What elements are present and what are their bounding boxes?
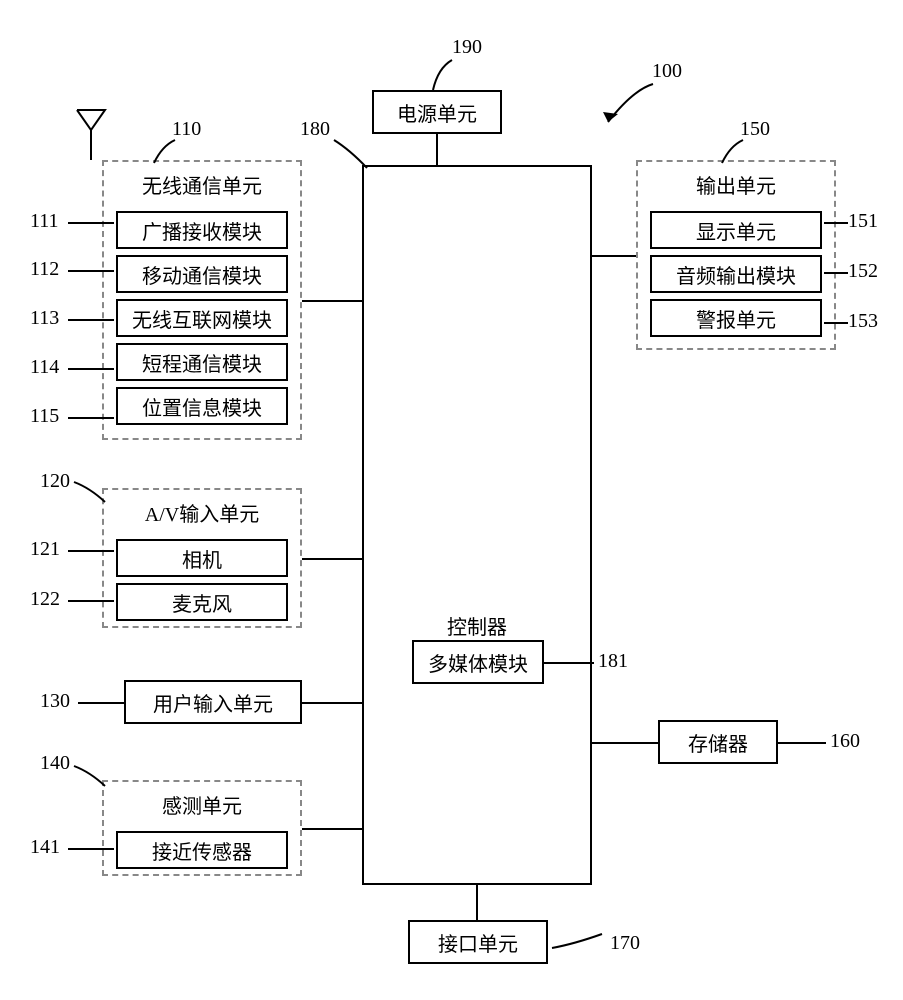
leader-122	[68, 600, 114, 602]
leader-115	[68, 417, 114, 419]
antenna-icon	[75, 108, 107, 160]
ref-160: 160	[830, 730, 860, 753]
output-unit-box: 输出单元 显示单元 音频输出模块 警报单元	[636, 160, 836, 350]
interface-label: 接口单元	[438, 928, 518, 957]
sensing-unit-title: 感测单元	[104, 782, 300, 825]
leader-190	[430, 58, 460, 92]
conn-userinput-controller	[302, 702, 362, 704]
ref-130: 130	[40, 690, 70, 713]
wireless-unit-title: 无线通信单元	[104, 162, 300, 205]
diagram-canvas: 电源单元 190 100 控制器 多媒体模块 180 181 无线通信单元 广播…	[0, 0, 903, 1000]
ref-180: 180	[300, 118, 330, 141]
leader-121	[68, 550, 114, 552]
leader-153	[824, 322, 848, 324]
broadcast-label: 广播接收模块	[142, 216, 262, 245]
leader-130	[78, 702, 124, 704]
leader-120	[72, 480, 108, 506]
alarm-label: 警报单元	[696, 304, 776, 333]
user-input-label: 用户输入单元	[153, 688, 273, 717]
wireless-net-box: 无线互联网模块	[116, 299, 288, 337]
leader-151	[824, 222, 848, 224]
conn-interface-controller	[476, 885, 478, 920]
multimedia-label: 多媒体模块	[428, 648, 528, 677]
ref-120: 120	[40, 470, 70, 493]
av-input-box: A/V输入单元 相机 麦克风	[102, 488, 302, 628]
leader-141	[68, 848, 114, 850]
ref-115: 115	[30, 405, 59, 428]
leader-152	[824, 272, 848, 274]
memory-label: 存储器	[688, 728, 748, 757]
controller-label: 控制器	[447, 611, 507, 640]
short-range-label: 短程通信模块	[142, 348, 262, 377]
av-input-title: A/V输入单元	[104, 490, 300, 533]
wireless-net-label: 无线互联网模块	[132, 304, 272, 333]
ref-153: 153	[848, 310, 878, 333]
location-label: 位置信息模块	[142, 392, 262, 421]
broadcast-box: 广播接收模块	[116, 211, 288, 249]
leader-110	[150, 138, 180, 166]
mic-box: 麦克风	[116, 583, 288, 621]
ref-113: 113	[30, 307, 59, 330]
ref-100: 100	[652, 60, 682, 83]
audio-out-label: 音频输出模块	[676, 260, 796, 289]
proximity-label: 接近传感器	[152, 836, 252, 865]
leader-114	[68, 368, 114, 370]
short-range-box: 短程通信模块	[116, 343, 288, 381]
ref-112: 112	[30, 258, 59, 281]
power-unit-label: 电源单元	[397, 98, 477, 127]
ref-141: 141	[30, 836, 60, 859]
ref-114: 114	[30, 356, 59, 379]
mobile-comm-label: 移动通信模块	[142, 260, 262, 289]
leader-140	[72, 764, 108, 790]
leader-113	[68, 319, 114, 321]
sensing-unit-box: 感测单元 接近传感器	[102, 780, 302, 876]
alarm-box: 警报单元	[650, 299, 822, 337]
memory-box: 存储器	[658, 720, 778, 764]
ref-140: 140	[40, 752, 70, 775]
leader-181-line	[544, 662, 594, 664]
arrow-100	[598, 82, 658, 132]
conn-av-controller	[302, 558, 362, 560]
audio-out-box: 音频输出模块	[650, 255, 822, 293]
ref-111: 111	[30, 210, 59, 233]
display-box: 显示单元	[650, 211, 822, 249]
interface-box: 接口单元	[408, 920, 548, 964]
leader-170	[550, 930, 606, 954]
proximity-box: 接近传感器	[116, 831, 288, 869]
multimedia-box: 多媒体模块	[412, 640, 544, 684]
leader-160	[778, 742, 826, 744]
ref-152: 152	[848, 260, 878, 283]
camera-box: 相机	[116, 539, 288, 577]
display-label: 显示单元	[696, 216, 776, 245]
location-box: 位置信息模块	[116, 387, 288, 425]
ref-151: 151	[848, 210, 878, 233]
output-unit-title: 输出单元	[638, 162, 834, 205]
conn-sensing-controller	[302, 828, 362, 830]
ref-181: 181	[598, 650, 628, 673]
leader-111	[68, 222, 114, 224]
power-unit-box: 电源单元	[372, 90, 502, 134]
leader-112	[68, 270, 114, 272]
ref-170: 170	[610, 932, 640, 955]
camera-label: 相机	[182, 544, 222, 573]
mic-label: 麦克风	[172, 588, 232, 617]
leader-180	[332, 138, 372, 174]
controller-box: 控制器	[362, 165, 592, 885]
ref-190: 190	[452, 36, 482, 59]
ref-122: 122	[30, 588, 60, 611]
conn-memory-controller	[592, 742, 658, 744]
ref-121: 121	[30, 538, 60, 561]
conn-wireless-controller	[302, 300, 362, 302]
leader-150	[718, 138, 748, 166]
user-input-box: 用户输入单元	[124, 680, 302, 724]
wireless-unit-box: 无线通信单元 广播接收模块 移动通信模块 无线互联网模块 短程通信模块 位置信息…	[102, 160, 302, 440]
conn-power-controller	[436, 134, 438, 165]
conn-output-controller	[592, 255, 636, 257]
mobile-comm-box: 移动通信模块	[116, 255, 288, 293]
